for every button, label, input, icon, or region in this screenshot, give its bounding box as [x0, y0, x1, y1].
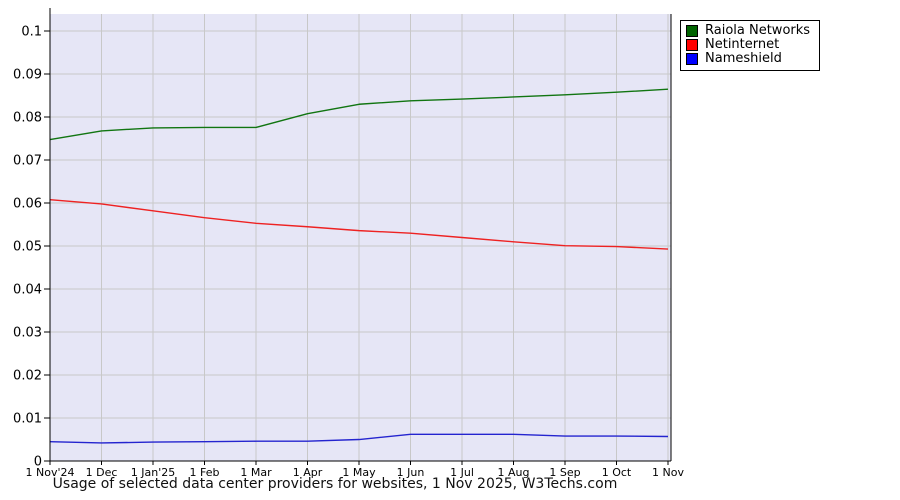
x-tick-label: 1 Apr — [293, 466, 323, 479]
x-tick-label: 1 Feb — [190, 466, 220, 479]
x-tick-label: 1 Dec — [86, 466, 118, 479]
legend-swatch-icon — [686, 25, 698, 37]
legend-swatch-icon — [686, 39, 698, 51]
x-tick-label: 1 Nov'24 — [26, 466, 75, 479]
y-tick-label: 0.1 — [21, 25, 42, 40]
y-tick-label: 0.06 — [13, 197, 42, 212]
x-tick-label: 1 Jan'25 — [131, 466, 175, 479]
y-tick-label: 0.02 — [13, 369, 42, 384]
y-tick-label: 0.05 — [13, 240, 42, 255]
series-line-netinternet — [49, 198, 669, 250]
y-tick-label: 0.08 — [13, 111, 42, 126]
legend-swatch-icon — [686, 53, 698, 65]
legend-item-netinternet: Netinternet — [686, 38, 810, 52]
y-tick-label: 0.09 — [13, 68, 42, 83]
legend: Raiola Networks Netinternet Nameshield — [680, 20, 821, 71]
chart-caption: Usage of selected data center providers … — [52, 476, 618, 492]
x-tick-label: 1 Nov — [652, 466, 684, 479]
x-tick-label: 1 Sep — [549, 466, 580, 479]
plot-area — [50, 14, 671, 461]
x-tick-label: 1 Mar — [240, 466, 272, 479]
legend-label: Netinternet — [705, 37, 780, 52]
series-line-raiola-networks — [49, 88, 669, 141]
x-tick-label: 1 Aug — [498, 466, 530, 479]
x-tick-label: 1 Oct — [602, 466, 632, 479]
x-tick-label: 1 Jun — [397, 466, 425, 479]
legend-item-nameshield: Nameshield — [686, 52, 810, 66]
y-tick-label: 0 — [34, 455, 42, 470]
y-tick-label: 0.03 — [13, 326, 42, 341]
y-tick-label: 0.04 — [13, 283, 42, 298]
x-tick-label: 1 May — [342, 466, 376, 479]
series-line-nameshield — [49, 433, 669, 444]
x-tick-label: 1 Jul — [450, 466, 474, 479]
y-tick-label: 0.07 — [13, 154, 42, 169]
y-tick-label: 0.01 — [13, 412, 42, 427]
legend-item-raiola-networks: Raiola Networks — [686, 24, 810, 38]
legend-label: Nameshield — [705, 51, 782, 66]
legend-label: Raiola Networks — [705, 23, 811, 38]
